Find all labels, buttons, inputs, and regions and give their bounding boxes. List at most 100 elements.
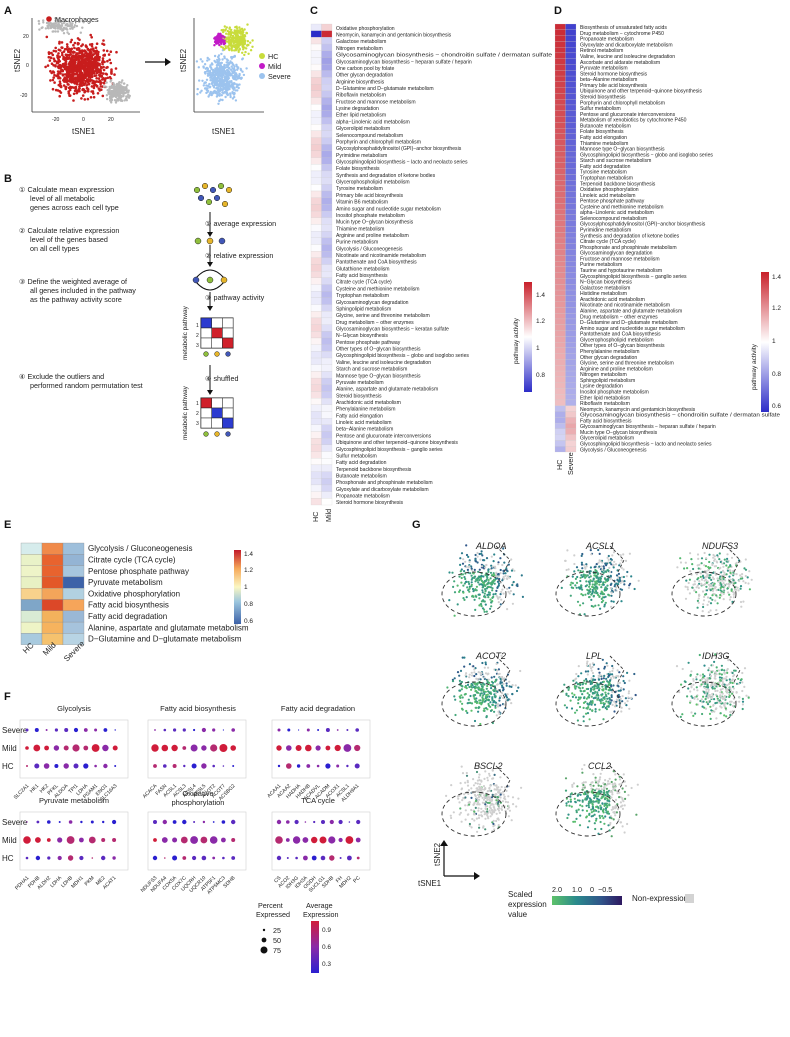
- heat-cell: [554, 243, 566, 250]
- cell-dot: [225, 37, 229, 41]
- g-cell-dot: [572, 586, 575, 590]
- heat-cell: [321, 464, 333, 472]
- cell-dot: [196, 93, 199, 96]
- g-cell-dot: [711, 694, 714, 698]
- g-cell-dot: [497, 575, 500, 578]
- g-cell-dot: [704, 707, 708, 710]
- g-cell-dot: [579, 576, 582, 579]
- cell-dot: [61, 53, 64, 57]
- g-cell-dot: [723, 683, 726, 686]
- f-dot: [346, 764, 349, 768]
- c-pathway-label: Other glycan degradation: [336, 73, 393, 79]
- heat-cell: [310, 204, 322, 212]
- g-cell-dot: [490, 601, 493, 604]
- cell-dot: [57, 75, 60, 79]
- g-cell-dot: [597, 667, 600, 671]
- cell-dot: [73, 41, 77, 45]
- f-dot: [114, 765, 117, 767]
- c-pathway-label: Nitrogen metabolism: [336, 46, 383, 52]
- cell-dot: [233, 95, 236, 99]
- f-dot: [101, 838, 106, 842]
- cell-dot: [223, 39, 226, 42]
- cell-dot: [231, 44, 234, 47]
- cell-dot: [96, 53, 99, 57]
- c-pathway-label: Fatty acid degradation: [336, 460, 387, 466]
- f-dot: [43, 763, 50, 769]
- g-cell-dot: [705, 557, 708, 560]
- cell-dot: [246, 23, 249, 26]
- g-cell-dot: [735, 691, 738, 694]
- e-heat-cell: [41, 599, 64, 611]
- cell-dot: [70, 38, 73, 42]
- g-cell-dot: [620, 706, 623, 709]
- g-cell-dot: [480, 811, 483, 814]
- g-cell-dot: [704, 690, 708, 693]
- heat-cell: [310, 411, 322, 419]
- g-cell-dot: [506, 693, 509, 696]
- g-cell-dot: [613, 585, 616, 588]
- g-cell-dot: [459, 696, 462, 700]
- g-cell-dot: [487, 678, 490, 681]
- g-cell-dot: [689, 673, 692, 677]
- heat-cell: [321, 418, 333, 425]
- cell-dot: [75, 82, 79, 86]
- cell-dot: [229, 40, 232, 43]
- cell-dot: [209, 79, 212, 82]
- g-gene-label: NDUFS3: [702, 541, 738, 551]
- g-cell-dot: [459, 700, 462, 703]
- f-dot: [231, 856, 236, 860]
- g-cell-dot: [575, 581, 579, 585]
- g-cell-dot: [517, 686, 520, 689]
- g-cell-dot: [505, 684, 508, 687]
- g-cell-dot: [448, 571, 451, 574]
- heat-cell: [310, 364, 322, 372]
- cell-dot: [202, 84, 205, 87]
- cell-dot: [213, 89, 216, 93]
- g-cell-dot: [519, 669, 522, 673]
- g-cell-dot: [590, 667, 593, 670]
- g-cell-dot: [573, 693, 576, 697]
- g-cell-dot: [717, 580, 720, 583]
- f-subplot-title: Fatty acid degradation: [281, 704, 355, 713]
- g-cell-dot: [619, 581, 622, 585]
- f-dot: [287, 728, 291, 732]
- cell-dot: [100, 74, 104, 78]
- heat-cell: [321, 264, 333, 272]
- cell-dot: [92, 95, 96, 99]
- g-cell-dot: [728, 678, 731, 681]
- cell-dot: [49, 26, 53, 30]
- f-dot: [114, 729, 116, 731]
- heat-cell: [310, 164, 322, 172]
- g-cell-dot: [571, 695, 575, 699]
- heat-cell: [554, 52, 566, 59]
- g-cell-dot: [729, 571, 732, 575]
- cell-dot: [230, 61, 234, 64]
- cell-dot: [77, 62, 81, 66]
- cell-dot: [76, 74, 80, 77]
- g-cell-dot: [617, 682, 620, 685]
- f-dot: [44, 745, 49, 751]
- heat-cell: [565, 214, 577, 221]
- g-cell-dot: [591, 580, 594, 583]
- g-cell-dot: [706, 603, 709, 607]
- cell-dot: [228, 66, 231, 70]
- g-cell-dot: [605, 708, 609, 711]
- g-gene-label: LPL: [586, 651, 602, 661]
- heat-cell: [310, 391, 322, 399]
- f-dot: [201, 727, 206, 733]
- g-cell-dot: [479, 678, 482, 681]
- cell-dot: [58, 40, 61, 44]
- b-grid-cell: [211, 337, 223, 349]
- f-dot: [338, 837, 343, 843]
- g-cell-dot: [594, 604, 597, 607]
- g-cell-dot: [474, 706, 477, 709]
- g-cell-dot: [709, 589, 712, 592]
- g-cell-dot: [630, 696, 633, 700]
- g-cell-dot: [479, 722, 482, 726]
- heat-cell: [565, 168, 577, 175]
- f-dot: [193, 728, 196, 732]
- heat-cell: [554, 203, 566, 210]
- g-cell-dot: [732, 579, 735, 582]
- heat-cell: [321, 117, 333, 125]
- heat-cell: [565, 58, 577, 65]
